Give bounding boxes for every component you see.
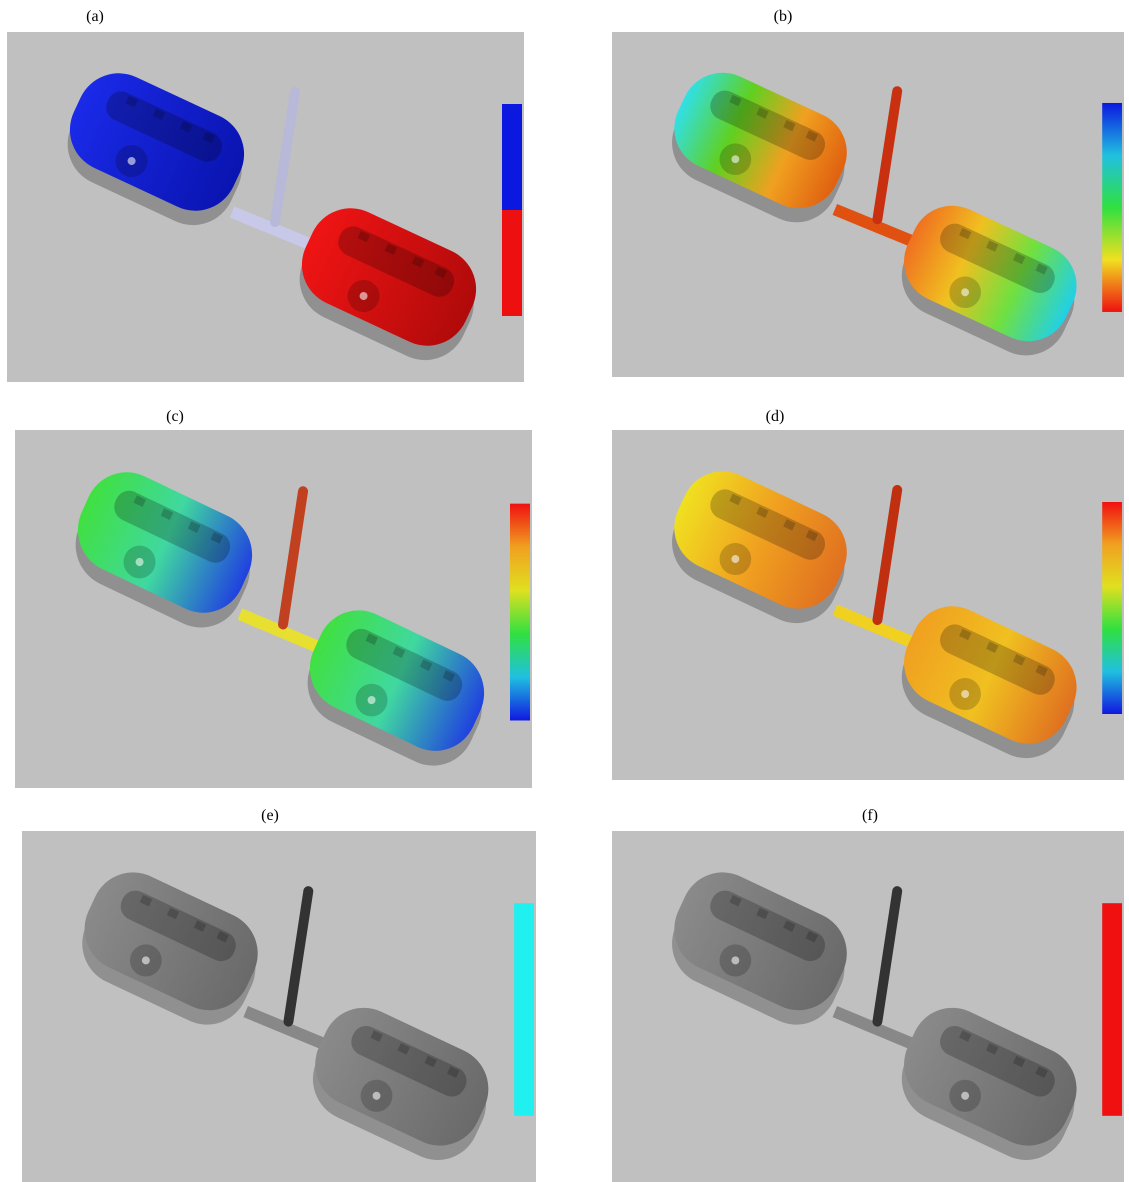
sprue [877,91,897,219]
cavity [296,994,506,1174]
cavity [655,457,864,636]
cavity [282,194,493,373]
legend-bar [514,903,534,1116]
sprue [877,490,897,620]
simulation-image [15,430,532,788]
figure: (a)(b)(c)(d)(e)(f) (() => { const data =… [0,0,1129,1182]
legend-bar [1102,903,1122,1116]
cavity [50,59,261,238]
cavity [290,596,501,779]
cavity [65,859,275,1039]
cavity [655,59,864,236]
legend-bar [502,104,522,316]
simulation-image [612,430,1124,780]
cavity [885,994,1094,1174]
sprue [877,891,897,1021]
cavity [885,192,1094,369]
cavity [655,859,864,1039]
sprue [283,491,303,624]
panel-label: (f) [862,807,878,825]
cavity [885,592,1094,771]
simulation-image [612,831,1124,1182]
cavity [58,458,269,641]
legend-bar [510,504,530,721]
panel-label: (a) [86,8,104,26]
sprue [288,891,308,1021]
panel-label: (c) [166,408,184,426]
legend-bar [1102,502,1122,714]
sprue [275,92,295,222]
simulation-image [612,32,1124,377]
legend-bar [1102,103,1122,312]
panel-label: (e) [261,807,279,825]
simulation-image [7,32,524,382]
panel-label: (d) [766,408,785,426]
panel-label: (b) [774,8,793,26]
simulation-image [22,831,536,1182]
